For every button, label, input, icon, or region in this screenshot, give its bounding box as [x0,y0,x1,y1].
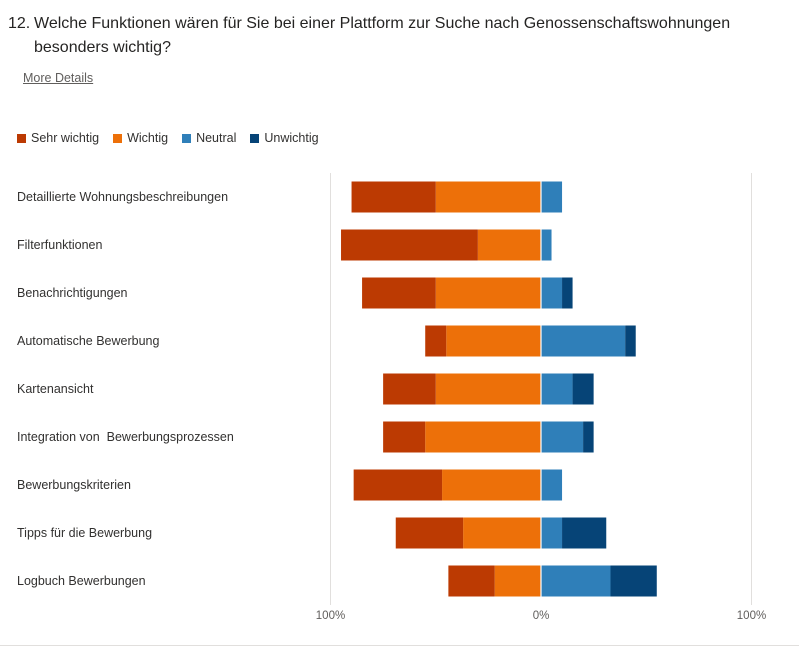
bar-neutral[interactable] [541,517,563,549]
bar-wichtig[interactable] [463,517,541,549]
legend-label-neutral: Neutral [196,131,237,145]
legend-swatch-unwichtig [250,133,260,143]
bar-neutral[interactable] [541,565,611,597]
bar-wichtig[interactable] [435,277,541,309]
legend-item-neutral[interactable]: Neutral [182,131,236,145]
legend-swatch-neutral [182,133,192,143]
question-number: 12. [8,15,31,32]
bar-sehr-wichtig[interactable] [341,229,478,261]
category-label: Logbuch Bewerbungen [17,574,146,588]
bar-sehr-wichtig[interactable] [383,373,436,405]
legend-label-unwichtig: Unwichtig [264,131,319,145]
bar-unwichtig[interactable] [572,373,594,405]
bar-wichtig[interactable] [477,229,541,261]
legend-item-wichtig[interactable]: Wichtig [113,131,168,145]
bar-unwichtig[interactable] [583,421,594,453]
category-label: Tipps für die Bewerbung [17,526,152,540]
bar-wichtig[interactable] [435,373,541,405]
bar-unwichtig[interactable] [562,277,573,309]
bar-sehr-wichtig[interactable] [353,469,443,501]
bar-sehr-wichtig[interactable] [448,565,495,597]
bar-unwichtig[interactable] [562,517,607,549]
question-heading: 12. Welche Funktionen wären für Sie bei … [8,12,768,60]
category-label: Detaillierte Wohnungsbeschreibungen [17,190,228,204]
legend-label-sehr-wichtig: Sehr wichtig [31,131,100,145]
bar-wichtig[interactable] [425,421,541,453]
bottom-divider [0,645,799,646]
more-details-link[interactable]: More Details [23,71,94,85]
legend-item-sehr-wichtig[interactable]: Sehr wichtig [17,131,99,145]
bar-sehr-wichtig[interactable] [383,421,426,453]
x-tick-label: 100% [316,610,345,622]
question-text: Welche Funktionen wären für Sie bei eine… [34,15,731,56]
bar-neutral[interactable] [541,325,626,357]
bar-neutral[interactable] [541,469,563,501]
category-label: Bewerbungskriterien [17,478,131,492]
bar-wichtig[interactable] [494,565,541,597]
bar-sehr-wichtig[interactable] [425,325,447,357]
category-label: Filterfunktionen [17,238,103,252]
bar-neutral[interactable] [541,277,563,309]
chart-legend: Sehr wichtig Wichtig Neutral Unwichtig [17,131,333,145]
bar-neutral[interactable] [541,229,552,261]
bar-unwichtig[interactable] [625,325,636,357]
category-label: Integration von Bewerbungsprozessen [17,430,234,444]
bar-neutral[interactable] [541,421,584,453]
bar-wichtig[interactable] [442,469,541,501]
bar-unwichtig[interactable] [610,565,657,597]
category-label: Automatische Bewerbung [17,334,159,348]
bar-sehr-wichtig[interactable] [395,517,464,549]
bar-wichtig[interactable] [435,181,541,213]
category-label: Benachrichtigungen [17,286,128,300]
x-tick-label: 100% [737,610,766,622]
legend-label-wichtig: Wichtig [127,131,169,145]
bar-neutral[interactable] [541,181,563,213]
category-label: Kartenansicht [17,382,94,396]
bar-neutral[interactable] [541,373,573,405]
x-tick-label: 0% [533,610,550,622]
legend-item-unwichtig[interactable]: Unwichtig [250,131,319,145]
legend-swatch-wichtig [113,133,123,143]
bar-sehr-wichtig[interactable] [362,277,436,309]
legend-swatch-sehr-wichtig [17,133,26,143]
bar-sehr-wichtig[interactable] [351,181,436,213]
bar-wichtig[interactable] [446,325,541,357]
